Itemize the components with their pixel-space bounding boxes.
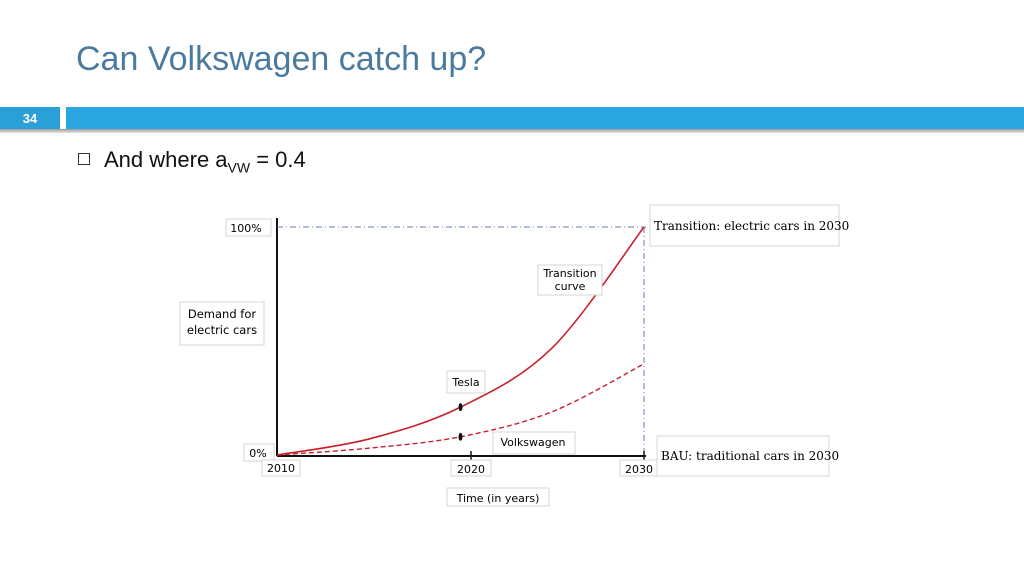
svg-text:2010: 2010: [267, 462, 295, 475]
title-bar: [66, 107, 1024, 129]
transition-2030-annotation: Transition: electric cars in 2030: [649, 204, 849, 247]
svg-text:Volkswagen: Volkswagen: [500, 436, 565, 449]
x-tick-label-2010: 2010: [261, 459, 301, 477]
svg-text:2020: 2020: [457, 463, 485, 476]
volkswagen-label: Volkswagen: [492, 431, 576, 455]
series-line-transition-curve: [276, 226, 645, 456]
y-tick-label-0: 0%: [243, 443, 275, 462]
svg-text:0%: 0%: [249, 447, 266, 460]
svg-text:electric cars: electric cars: [187, 323, 257, 337]
transition-curve-label: Transition curve: [537, 264, 603, 296]
svg-text:2030: 2030: [625, 463, 653, 476]
bullet-item: And where aVW = 0.4: [78, 147, 306, 175]
svg-text:Transition: electric cars in 2: Transition: electric cars in 2030: [654, 219, 849, 233]
x-tick-label-2020: 2020: [450, 459, 492, 477]
bullet-text: And where aVW = 0.4: [104, 147, 306, 176]
data-point-volkswagen: [458, 432, 463, 441]
square-bullet-icon: [78, 153, 90, 166]
data-point-tesla: [458, 403, 463, 412]
y-axis-label: Demand for electric cars: [179, 301, 265, 346]
x-axis-label: Time (in years): [446, 487, 550, 507]
svg-text:Tesla: Tesla: [451, 376, 479, 389]
slide-title: Can Volkswagen catch up?: [76, 40, 487, 78]
slide-number: 34: [0, 107, 60, 129]
tesla-label: Tesla: [446, 370, 486, 394]
bau-2030-annotation: BAU: traditional cars in 2030: [656, 435, 839, 477]
svg-text:100%: 100%: [230, 222, 261, 235]
svg-text:BAU: traditional cars in 2030: BAU: traditional cars in 2030: [661, 449, 839, 463]
svg-text:Demand for: Demand for: [188, 307, 257, 321]
title-bar-shadow: [0, 129, 1024, 133]
svg-text:curve: curve: [555, 280, 586, 293]
x-tick-label-2030: 2030: [619, 459, 661, 477]
y-tick-label-100: 100%: [225, 218, 272, 237]
svg-text:Time (in years): Time (in years): [456, 492, 540, 505]
svg-text:Transition: Transition: [542, 267, 596, 280]
